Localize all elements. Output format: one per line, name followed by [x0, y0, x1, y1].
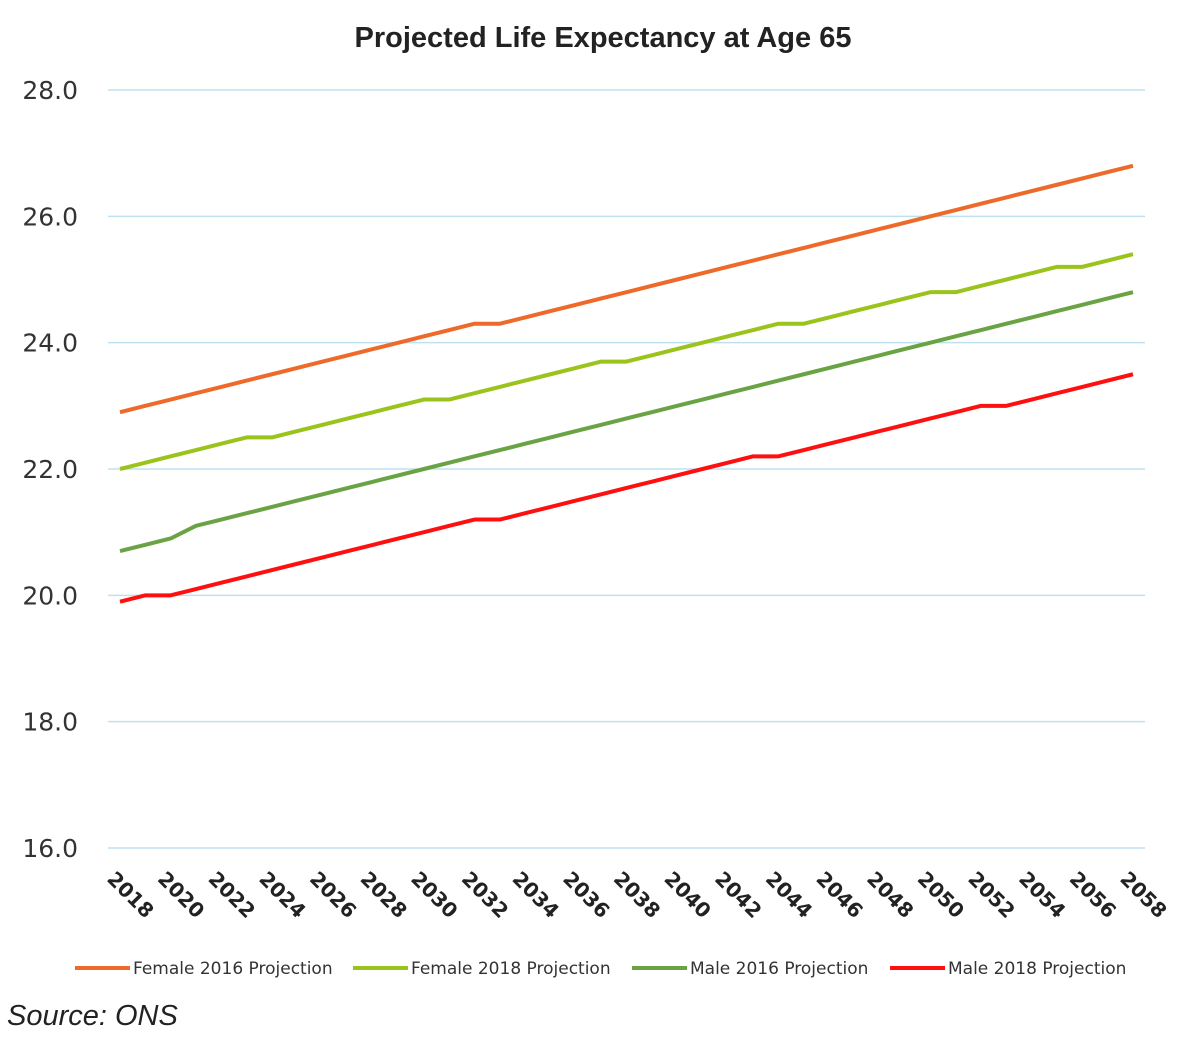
x-tick-label: 2040 [660, 867, 716, 923]
x-tick-label: 2042 [710, 867, 766, 923]
source-note: Source: ONS [7, 1000, 178, 1032]
y-tick-label: 22.0 [22, 455, 78, 484]
x-tick-label: 2018 [102, 867, 158, 923]
series-line-female-2016-projection [119, 163, 1134, 415]
x-tick-label: 2036 [558, 867, 614, 923]
y-tick-label: 24.0 [22, 329, 78, 358]
series-line-male-2018-projection [119, 372, 1134, 604]
y-tick-label: 26.0 [22, 202, 78, 231]
legend-label: Female 2016 Projection [133, 959, 333, 979]
y-tick-label: 16.0 [22, 834, 78, 863]
y-tick-label: 18.0 [22, 708, 78, 737]
x-tick-label: 2044 [761, 867, 817, 923]
y-tick-label: 28.0 [22, 76, 78, 105]
y-tick-label: 20.0 [22, 581, 78, 610]
x-tick-label: 2054 [1014, 867, 1070, 923]
x-tick-label: 2024 [254, 867, 310, 923]
legend-label: Male 2016 Projection [690, 959, 868, 979]
legend-label: Female 2018 Projection [411, 959, 611, 979]
x-tick-label: 2030 [406, 867, 462, 923]
x-tick-label: 2028 [356, 867, 412, 923]
x-tick-label: 2058 [1115, 867, 1171, 923]
x-tick-label: 2050 [913, 867, 969, 923]
x-tick-label: 2048 [862, 867, 918, 923]
x-tick-label: 2026 [305, 867, 361, 923]
x-tick-label: 2046 [812, 867, 868, 923]
series-line-male-2016-projection [119, 290, 1134, 554]
x-tick-label: 2052 [964, 867, 1020, 923]
x-tick-label: 2032 [457, 867, 513, 923]
x-tick-label: 2020 [153, 867, 209, 923]
x-tick-label: 2022 [204, 867, 260, 923]
legend-label: Male 2018 Projection [948, 959, 1126, 979]
x-tick-label: 2038 [609, 867, 665, 923]
chart-title: Projected Life Expectancy at Age 65 [355, 22, 852, 54]
x-tick-label: 2056 [1065, 867, 1121, 923]
series-line-female-2018-projection [119, 252, 1134, 471]
x-tick-label: 2034 [508, 867, 564, 923]
